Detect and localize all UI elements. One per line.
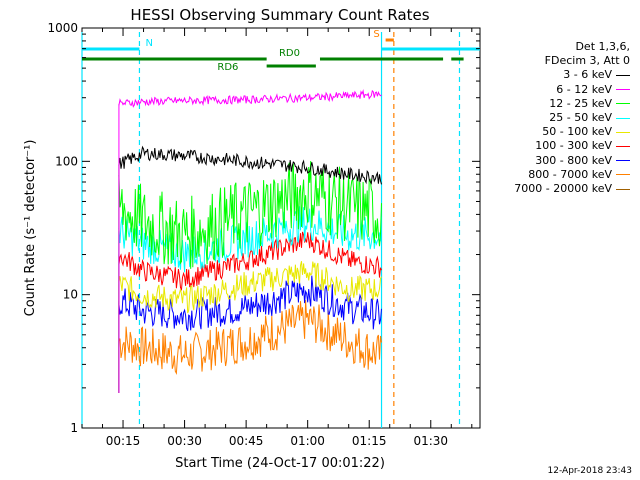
series-line-4 [118, 261, 382, 314]
legend-entry-1: 6 - 12 keV [486, 83, 630, 97]
legend-entries: 3 - 6 keV 6 - 12 keV 12 - 25 keV 25 - 50 ke… [486, 68, 630, 196]
series-group [118, 89, 382, 393]
series-line-2 [118, 160, 382, 269]
series-line-0 [118, 145, 382, 185]
legend-label-0: 3 - 6 keV [563, 68, 612, 82]
legend-entry-6: 300 - 800 keV [486, 154, 630, 168]
legend-label-5: 100 - 300 keV [535, 139, 612, 153]
x-tick-label-4: 01:15 [352, 434, 387, 448]
annotation-label-1: RD0 [279, 48, 300, 59]
legend-swatch-6 [616, 160, 630, 162]
legend: Det 1,3,6, FDecim 3, Att 0 3 - 6 keV 6 - … [486, 40, 630, 196]
annotation-label-3: S [373, 29, 379, 40]
generated-date: 12-Apr-2018 23:43 [547, 466, 632, 476]
legend-swatch-1 [616, 89, 630, 91]
y-tick-label-2: 100 [55, 154, 78, 168]
annotation-label-0: N [145, 38, 152, 49]
legend-label-1: 6 - 12 keV [556, 82, 612, 96]
legend-label-2: 12 - 25 keV [549, 96, 612, 110]
legend-swatch-4 [616, 131, 630, 133]
annotation-label-2: RD6 [217, 62, 238, 73]
series-line-1 [118, 89, 382, 108]
legend-entry-8: 7000 - 20000 keV [486, 182, 630, 196]
x-tick-label-0: 00:15 [106, 434, 141, 448]
legend-swatch-0 [616, 75, 630, 76]
legend-entry-2: 12 - 25 keV [486, 97, 630, 111]
event-lines [81, 32, 461, 428]
x-tick-label-3: 01:00 [290, 434, 325, 448]
legend-entry-7: 800 - 7000 keV [486, 168, 630, 182]
y-tick-label-1: 10 [63, 288, 78, 302]
legend-swatch-2 [616, 103, 630, 105]
legend-swatch-7 [616, 174, 630, 176]
legend-label-3: 25 - 50 keV [549, 111, 612, 125]
legend-swatch-3 [616, 117, 630, 119]
x-tick-label-2: 00:45 [229, 434, 264, 448]
series-line-3 [118, 206, 382, 273]
legend-entry-0: 3 - 6 keV [486, 68, 630, 82]
y-tick-label-3: 1000 [47, 21, 78, 35]
chart-title: HESSI Observing Summary Count Rates [130, 6, 429, 24]
y-tick-label-0: 1 [70, 421, 78, 435]
legend-label-6: 300 - 800 keV [535, 153, 612, 167]
legend-swatch-8 [616, 188, 630, 190]
legend-header-line-1: Det 1,3,6, [575, 40, 630, 53]
legend-swatch-5 [616, 146, 630, 148]
legend-entry-4: 50 - 100 keV [486, 125, 630, 139]
x-tick-label-1: 00:30 [167, 434, 202, 448]
legend-label-7: 800 - 7000 keV [528, 167, 612, 181]
series-line-6 [118, 275, 382, 332]
legend-header-line-2: FDecim 3, Att 0 [544, 54, 630, 68]
annotation-bars: N RD0 RD6 S [82, 29, 480, 73]
x-tick-label-5: 01:30 [413, 434, 448, 448]
legend-label-4: 50 - 100 keV [542, 125, 612, 139]
axes: 00:15 00:30 00:45 01:00 01:15 01:30 1 10 100 1000 [47, 21, 480, 448]
series-line-5 [118, 231, 382, 292]
series-line-7 [118, 300, 382, 375]
y-axis-label: Count Rate (s⁻¹ detector⁻¹) [23, 140, 38, 317]
legend-label-8: 7000 - 20000 keV [514, 182, 612, 196]
legend-entry-5: 100 - 300 keV [486, 139, 630, 153]
legend-entry-3: 25 - 50 keV [486, 111, 630, 125]
x-axis-label: Start Time (24-Oct-17 00:01:22) [175, 456, 385, 471]
